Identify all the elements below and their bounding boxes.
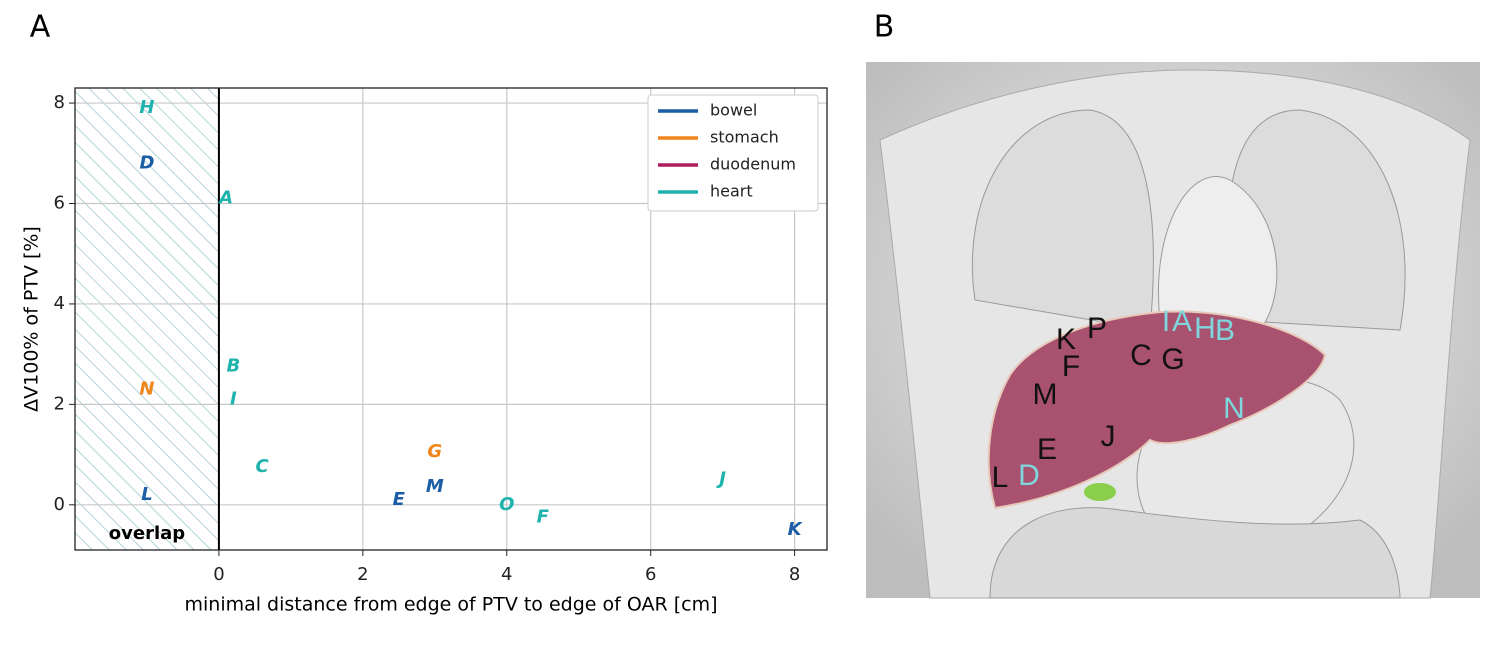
organ-label: K <box>1056 323 1076 356</box>
point-label: M <box>426 476 444 497</box>
legend-label: bowel <box>710 101 757 120</box>
organ-label: G <box>1161 343 1184 376</box>
organ-label: I <box>1162 305 1170 338</box>
organ-label: E <box>1037 433 1057 466</box>
panel-label: A <box>30 10 51 45</box>
x-tick-label: 6 <box>645 564 656 585</box>
organ-label: A <box>1172 305 1192 338</box>
y-tick-label: 6 <box>54 193 65 214</box>
plot-frame <box>74 87 828 551</box>
y-tick-label: 0 <box>54 494 65 515</box>
overlap-label: overlap <box>109 523 186 544</box>
point-label: I <box>230 388 237 409</box>
point-label: O <box>499 494 514 515</box>
y-tick-label: 4 <box>54 293 65 314</box>
overlap-region <box>75 88 219 550</box>
point-label: D <box>139 152 154 173</box>
intestines <box>989 507 1401 599</box>
organ-label: P <box>1087 312 1107 345</box>
x-tick-label: 2 <box>357 564 368 585</box>
organ-label: L <box>992 461 1009 494</box>
x-tick-label: 4 <box>501 564 512 585</box>
point-label: N <box>139 378 154 399</box>
legend-label: heart <box>710 182 753 201</box>
organ-label: B <box>1215 314 1235 347</box>
anatomy-illustration: I A H B K PF C G M J EL D N <box>866 62 1480 599</box>
panel-label: B <box>874 10 895 45</box>
y-tick-label: 8 <box>54 92 65 113</box>
legend-box <box>647 94 819 212</box>
point-label: K <box>788 519 804 540</box>
point-label: A <box>217 187 233 208</box>
organ-label: F <box>1062 350 1080 383</box>
y-axis-label: ΔV100% of PTV [%] <box>21 226 43 412</box>
point-label: J <box>716 469 726 490</box>
organ-label: D <box>1018 459 1040 492</box>
organ-label: N <box>1223 392 1245 425</box>
right-lung <box>971 109 1154 331</box>
x-tick-label: 0 <box>213 564 224 585</box>
gallbladder <box>1084 483 1116 501</box>
liver <box>987 310 1327 510</box>
organ-label: J <box>1101 420 1116 453</box>
point-label: G <box>427 441 442 462</box>
point-label: L <box>141 484 152 505</box>
point-label: F <box>537 506 550 527</box>
point-label: E <box>393 489 406 510</box>
point-label: C <box>255 456 269 477</box>
organ-label: C <box>1130 339 1152 372</box>
y-tick-label: 2 <box>54 393 65 414</box>
legend-label: stomach <box>710 128 779 147</box>
x-tick-label: 8 <box>789 564 800 585</box>
plot: 0 2 4 6 8 0 2 4 6 8 overlap minimal distance from e… <box>21 87 828 616</box>
point-label: H <box>139 97 154 118</box>
legend-label: duodenum <box>710 155 796 174</box>
organ-label: H <box>1194 312 1216 345</box>
organ-label: M <box>1033 378 1058 411</box>
heart <box>1158 176 1278 331</box>
x-axis-label: minimal distance from edge of PTV to edg… <box>184 594 717 616</box>
point-label: B <box>226 356 240 377</box>
